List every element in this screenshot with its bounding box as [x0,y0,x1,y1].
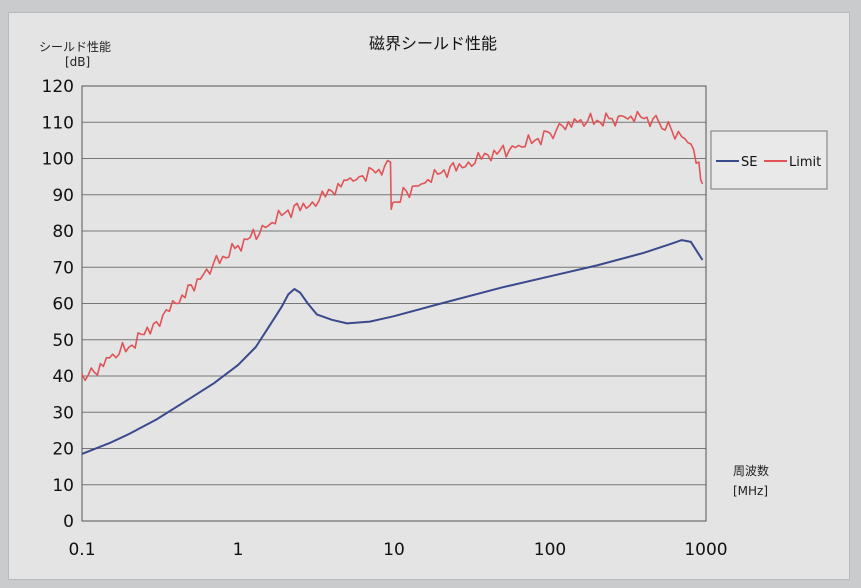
chart-title: 磁界シールド性能 [369,34,497,53]
chart-sheet: 0 10 20 30 40 50 60 70 80 90 100 110 120 0.1 1 10 100 10… [8,12,850,580]
series-line-limit [81,110,704,382]
legend-label-limit: Limit [789,155,821,170]
x-tick-label: 0.1 [68,540,95,560]
x-axis-label: 周波数 [733,463,769,478]
y-axis-label: シールド性能 [39,40,111,54]
plot-area [81,85,707,522]
y-tick-label: 60 [52,295,74,315]
y-tick-label: 100 [42,150,74,170]
x-tick-label: 10 [383,540,405,560]
y-tick-label: 50 [52,331,74,351]
y-axis-unit: [dB] [65,55,90,69]
y-tick-label: 0 [63,512,74,532]
y-tick-label: 10 [52,476,74,496]
y-tick-label: 30 [52,403,74,423]
series-lines [81,110,704,455]
legend: SE Limit [710,130,828,190]
x-tick-label: 1 [233,540,244,560]
x-tick-label: 100 [534,540,566,560]
y-tick-label: 80 [52,222,74,242]
y-tick-label: 40 [52,367,74,387]
x-axis-unit: [MHz] [733,484,768,498]
x-tick-label: 1000 [684,540,727,560]
y-tick-label: 70 [52,258,74,278]
legend-label-se: SE [741,155,757,170]
y-tick-label: 20 [52,440,74,460]
series-line-se [81,239,704,455]
x-axis-ticks: 0.1 1 10 100 1000 [68,540,727,560]
y-axis-ticks: 0 10 20 30 40 50 60 70 80 90 100 110 120 [42,77,74,532]
y-tick-label: 120 [42,77,74,97]
y-tick-label: 90 [52,186,74,206]
y-tick-label: 110 [42,113,74,133]
